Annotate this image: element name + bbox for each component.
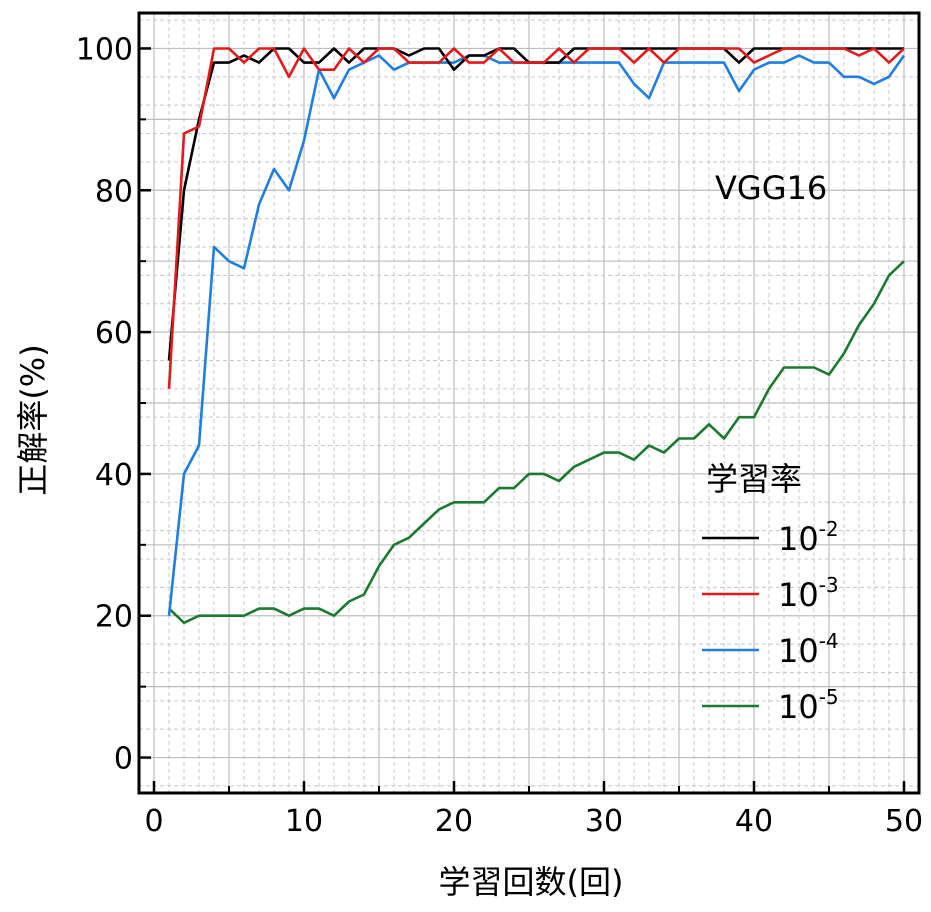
plot-frame: [137, 11, 921, 795]
grid-lines: [139, 13, 919, 793]
legend: 学習率 10-2 10-3 10-4 10-5: [702, 460, 839, 726]
series-line: [168, 260, 905, 625]
series-line: [167, 47, 905, 389]
y-axis-title: 正解率(%): [14, 344, 52, 495]
legend-entry: 10-3: [778, 573, 839, 614]
x-tick-label: 50: [885, 804, 923, 839]
x-tick-label: 20: [435, 804, 473, 839]
legend-entry: 10-5: [778, 685, 839, 726]
x-tick-label: 10: [285, 804, 323, 839]
annotation-text: VGG16: [715, 169, 827, 207]
legend-title: 学習率: [706, 460, 802, 498]
y-tick-label: 40: [95, 458, 133, 493]
y-tick-label: 80: [95, 174, 133, 209]
y-tick-label: 100: [76, 32, 133, 67]
x-tick-label: 40: [735, 804, 773, 839]
x-tick-label: 0: [144, 804, 163, 839]
x-tick-label: 30: [585, 804, 623, 839]
legend-entry: 10-4: [778, 629, 839, 670]
legend-entry: 10-2: [778, 517, 839, 558]
axis-ticks: 0 10 20 30 40 50 0 20 40 60 80 100: [76, 32, 923, 839]
series-lines: [167, 47, 906, 625]
y-tick-label: 0: [114, 742, 133, 777]
y-tick-label: 20: [95, 600, 133, 635]
x-axis-title: 学習回数(回): [439, 863, 624, 901]
y-tick-label: 60: [95, 316, 133, 351]
